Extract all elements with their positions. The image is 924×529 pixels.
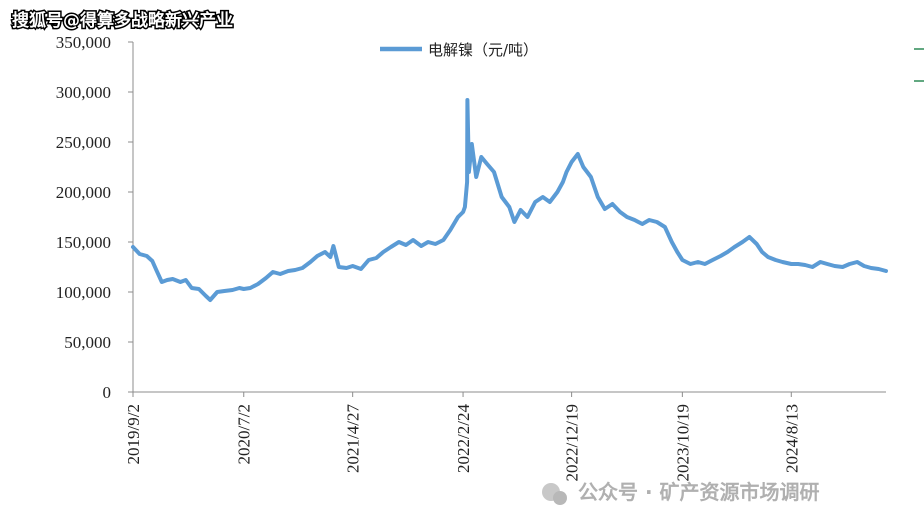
x-tick-label: 2020/7/2 xyxy=(235,404,254,464)
y-tick-label: 200,000 xyxy=(56,183,111,202)
y-tick-label: 100,000 xyxy=(56,283,111,302)
x-tick-label: 2022/12/19 xyxy=(563,404,582,481)
y-tick-label: 0 xyxy=(103,383,112,402)
x-tick-label: 2022/2/24 xyxy=(454,404,473,473)
legend: 电解镍（元/吨） xyxy=(380,41,538,59)
y-tick-label: 50,000 xyxy=(64,333,111,352)
x-tick-label: 2021/4/27 xyxy=(344,404,363,473)
legend-label: 电解镍（元/吨） xyxy=(428,41,538,59)
series-line xyxy=(131,98,888,302)
y-tick-label: 350,000 xyxy=(56,33,111,52)
y-tick-label: 250,000 xyxy=(56,133,111,152)
wechat-icon-secondary xyxy=(553,491,567,505)
watermark-bottom-group: 公众号 · 矿产资源市场调研 xyxy=(542,480,820,505)
series-layer xyxy=(131,98,888,302)
x-tick-label: 2024/8/13 xyxy=(782,404,801,473)
watermark-bottom: 公众号 · 矿产资源市场调研 xyxy=(578,480,820,504)
y-tick-label: 300,000 xyxy=(56,83,111,102)
y-tick-label: 150,000 xyxy=(56,233,111,252)
y-axis: 0 50,000 100,000 150,000 200,000 250,000 300,0… xyxy=(56,33,134,402)
watermark-top: 搜狐号@得算多战略新兴产业 xyxy=(12,10,233,31)
x-tick-label: 2023/10/19 xyxy=(673,404,692,481)
x-tick-label: 2019/9/2 xyxy=(124,404,143,464)
x-axis: 2019/9/2 2020/7/2 2021/4/27 2022/2/24 2022/1… xyxy=(124,391,886,481)
